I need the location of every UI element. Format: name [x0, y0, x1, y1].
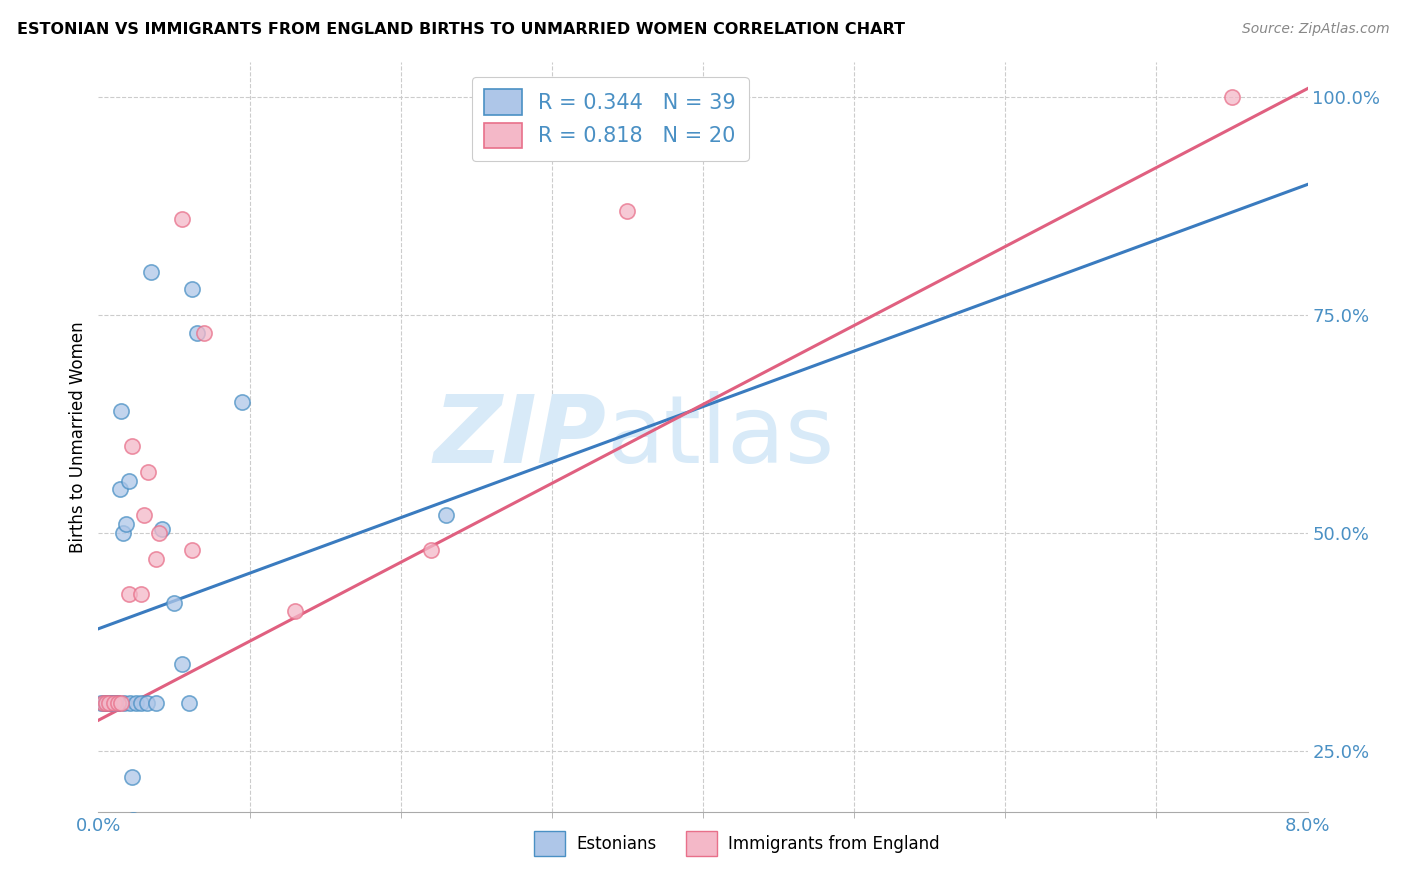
Point: [111, 525, 134, 540]
Point: [186, 326, 208, 340]
Text: Estonians: Estonians: [576, 835, 657, 853]
Point: [170, 212, 193, 227]
Point: [122, 814, 145, 828]
Point: [93, 696, 115, 710]
Point: [616, 203, 638, 218]
Y-axis label: Births to Unmarried Women: Births to Unmarried Women: [69, 321, 87, 553]
Point: [103, 696, 125, 710]
Point: [105, 696, 128, 710]
Point: [181, 543, 204, 558]
Point: [420, 543, 443, 558]
Point: [181, 282, 204, 296]
Point: [112, 696, 135, 710]
Point: [231, 395, 253, 409]
Text: ZIP: ZIP: [433, 391, 606, 483]
Point: [118, 474, 141, 488]
Point: [676, 90, 699, 104]
Point: [94, 696, 117, 710]
Point: [94, 696, 117, 710]
Point: [135, 696, 157, 710]
Point: [170, 657, 193, 671]
Legend: R = 0.344   N = 39, R = 0.818   N = 20: R = 0.344 N = 39, R = 0.818 N = 20: [471, 77, 748, 161]
Point: [91, 696, 114, 710]
Point: [104, 696, 127, 710]
Point: [132, 508, 155, 523]
Point: [98, 696, 121, 710]
Point: [90, 696, 112, 710]
Point: [114, 517, 136, 532]
Point: [98, 696, 121, 710]
Text: ESTONIAN VS IMMIGRANTS FROM ENGLAND BIRTHS TO UNMARRIED WOMEN CORRELATION CHART: ESTONIAN VS IMMIGRANTS FROM ENGLAND BIRT…: [17, 22, 905, 37]
Point: [121, 770, 143, 784]
Point: [193, 326, 215, 340]
Point: [145, 696, 167, 710]
Point: [284, 604, 307, 618]
Point: [110, 696, 132, 710]
Point: [118, 587, 141, 601]
Point: [96, 696, 118, 710]
Text: Immigrants from England: Immigrants from England: [728, 835, 941, 853]
Point: [103, 696, 125, 710]
Text: Source: ZipAtlas.com: Source: ZipAtlas.com: [1241, 22, 1389, 37]
Point: [94, 696, 117, 710]
Point: [125, 696, 148, 710]
Point: [107, 696, 129, 710]
Text: atlas: atlas: [606, 391, 835, 483]
Point: [148, 525, 170, 540]
Point: [105, 696, 128, 710]
Point: [103, 696, 125, 710]
Point: [129, 587, 152, 601]
Point: [1220, 90, 1243, 104]
Point: [120, 696, 142, 710]
Point: [96, 696, 118, 710]
Point: [129, 696, 152, 710]
Point: [101, 696, 124, 710]
Point: [132, 818, 155, 832]
Point: [150, 522, 173, 536]
Point: [121, 439, 143, 453]
Point: [179, 696, 201, 710]
Point: [136, 465, 159, 479]
Point: [108, 483, 131, 497]
Point: [110, 404, 132, 418]
Point: [100, 696, 122, 710]
Point: [107, 696, 129, 710]
Point: [163, 596, 186, 610]
Point: [434, 508, 457, 523]
Point: [145, 552, 167, 566]
Point: [141, 264, 163, 278]
